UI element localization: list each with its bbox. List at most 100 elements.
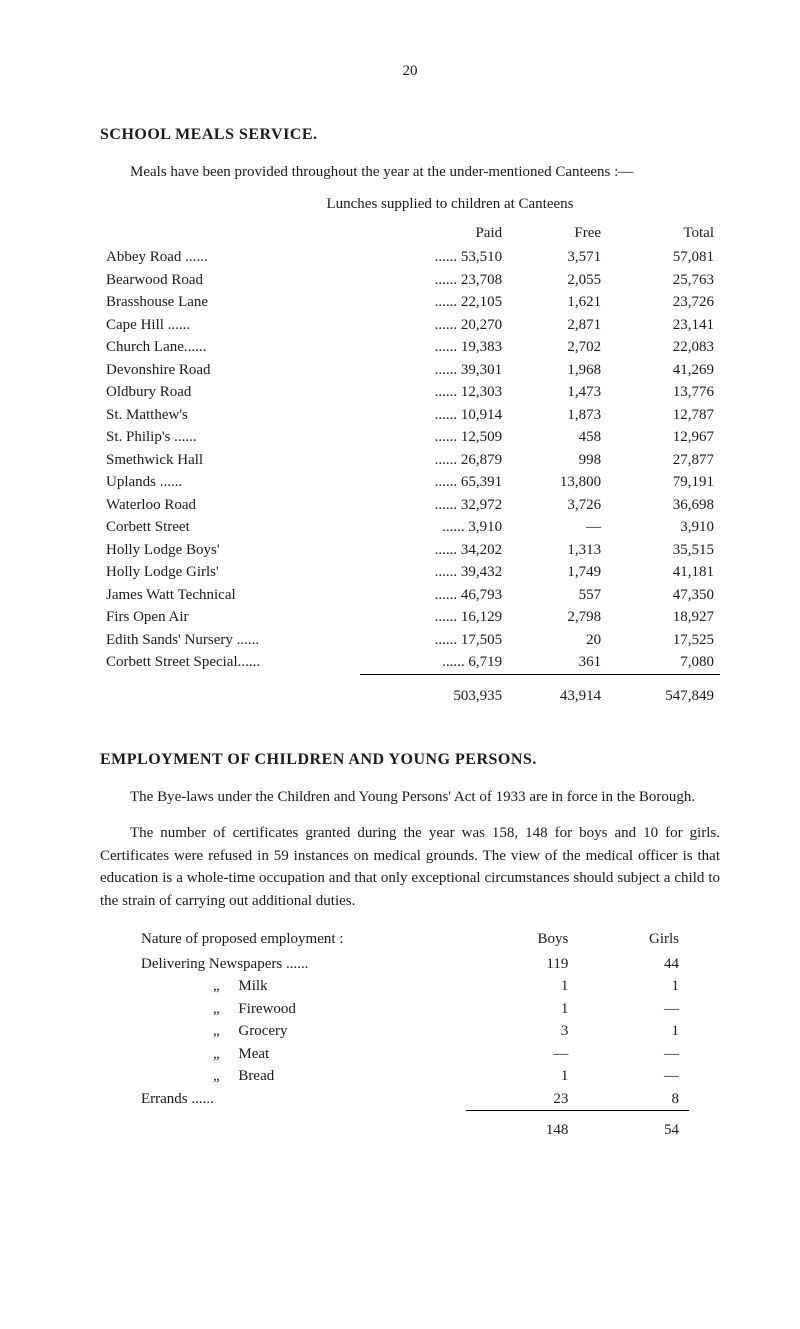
- employment-label: Errands ......: [131, 1088, 466, 1111]
- meals-total: 41,269: [607, 359, 720, 382]
- meals-paid: ...... 17,505: [360, 629, 508, 652]
- meals-free: 1,749: [508, 561, 607, 584]
- meals-paid: ...... 39,301: [360, 359, 508, 382]
- meals-paid: ...... 10,914: [360, 404, 508, 427]
- meals-site: Bearwood Road: [100, 269, 360, 292]
- employment-boys: 23: [466, 1088, 579, 1111]
- employment-totals-row: 14854: [131, 1113, 689, 1142]
- meals-site: Waterloo Road: [100, 494, 360, 517]
- meals-free: 2,871: [508, 314, 607, 337]
- employment-col-boys: Boys: [466, 926, 579, 953]
- employment-label: „ Milk: [131, 975, 466, 998]
- meals-row: Cape Hill ............ 20,2702,87123,141: [100, 314, 720, 337]
- meals-paid: ...... 23,708: [360, 269, 508, 292]
- meals-free: 1,473: [508, 381, 607, 404]
- meals-row: Corbett Street...... 3,910—3,910: [100, 516, 720, 539]
- meals-row: James Watt Technical...... 46,79355747,3…: [100, 584, 720, 607]
- meals-site: Uplands ......: [100, 471, 360, 494]
- employment-heading: EMPLOYMENT OF CHILDREN AND YOUNG PERSONS…: [100, 748, 720, 772]
- meals-row: Church Lane............ 19,3832,70222,08…: [100, 336, 720, 359]
- meals-free: —: [508, 516, 607, 539]
- employment-girls: —: [578, 998, 689, 1021]
- meals-total: 79,191: [607, 471, 720, 494]
- employment-nature-label: Nature of proposed employment :: [131, 926, 466, 953]
- meals-free: 1,968: [508, 359, 607, 382]
- employment-row: Errands ......238: [131, 1088, 689, 1111]
- meals-total: 36,698: [607, 494, 720, 517]
- meals-free: 998: [508, 449, 607, 472]
- meals-total: 17,525: [607, 629, 720, 652]
- meals-paid: ...... 12,509: [360, 426, 508, 449]
- meals-paid: ...... 39,432: [360, 561, 508, 584]
- meals-total: 7,080: [607, 651, 720, 674]
- meals-paid: ...... 19,383: [360, 336, 508, 359]
- employment-label: Delivering Newspapers ......: [131, 953, 466, 976]
- employment-boys: 1: [466, 1065, 579, 1088]
- meals-row: Corbett Street Special............ 6,719…: [100, 651, 720, 674]
- employment-total-boys: 148: [466, 1113, 579, 1142]
- meals-site: Corbett Street: [100, 516, 360, 539]
- meals-free: 557: [508, 584, 607, 607]
- meals-total: 47,350: [607, 584, 720, 607]
- meals-site: Holly Lodge Boys': [100, 539, 360, 562]
- employment-label: „ Bread: [131, 1065, 466, 1088]
- meals-paid: ...... 65,391: [360, 471, 508, 494]
- meals-site: Church Lane......: [100, 336, 360, 359]
- meals-site: Abbey Road ......: [100, 246, 360, 269]
- meals-row: Edith Sands' Nursery ............ 17,505…: [100, 629, 720, 652]
- meals-row: Abbey Road ............ 53,5103,57157,08…: [100, 246, 720, 269]
- meals-free: 361: [508, 651, 607, 674]
- employment-label: „ Meat: [131, 1043, 466, 1066]
- meals-paid: ...... 12,303: [360, 381, 508, 404]
- meals-heading: SCHOOL MEALS SERVICE.: [100, 123, 720, 147]
- meals-row: Firs Open Air...... 16,1292,79818,927: [100, 606, 720, 629]
- meals-free: 2,702: [508, 336, 607, 359]
- employment-label: „ Grocery: [131, 1020, 466, 1043]
- meals-free: 20: [508, 629, 607, 652]
- meals-paid: ...... 20,270: [360, 314, 508, 337]
- meals-free: 2,055: [508, 269, 607, 292]
- meals-site: Firs Open Air: [100, 606, 360, 629]
- employment-boys: —: [466, 1043, 579, 1066]
- meals-site: Smethwick Hall: [100, 449, 360, 472]
- meals-total-free: 43,914: [508, 677, 607, 708]
- meals-paid: ...... 46,793: [360, 584, 508, 607]
- meals-totals-row: 503,93543,914547,849: [100, 677, 720, 708]
- meals-row: Waterloo Road...... 32,9723,72636,698: [100, 494, 720, 517]
- meals-row: Uplands ............ 65,39113,80079,191: [100, 471, 720, 494]
- meals-total: 35,515: [607, 539, 720, 562]
- meals-free: 2,798: [508, 606, 607, 629]
- meals-paid: ...... 3,910: [360, 516, 508, 539]
- meals-col-free: Free: [508, 220, 607, 247]
- meals-total: 12,787: [607, 404, 720, 427]
- meals-row: Brasshouse Lane...... 22,1051,62123,726: [100, 291, 720, 314]
- meals-col-paid: Paid: [360, 220, 508, 247]
- meals-free: 458: [508, 426, 607, 449]
- meals-free: 1,873: [508, 404, 607, 427]
- meals-col-total: Total: [607, 220, 720, 247]
- employment-girls: 1: [578, 975, 689, 998]
- meals-row: Holly Lodge Boys'...... 34,2021,31335,51…: [100, 539, 720, 562]
- employment-para-1: The Bye-laws under the Children and Youn…: [100, 786, 720, 809]
- meals-total-total: 547,849: [607, 677, 720, 708]
- employment-col-girls: Girls: [578, 926, 689, 953]
- meals-row: Bearwood Road...... 23,7082,05525,763: [100, 269, 720, 292]
- meals-free: 3,726: [508, 494, 607, 517]
- meals-paid: ...... 34,202: [360, 539, 508, 562]
- page-number: 20: [100, 60, 720, 83]
- meals-paid: ...... 22,105: [360, 291, 508, 314]
- employment-header-row: Nature of proposed employment : Boys Gir…: [131, 926, 689, 953]
- meals-site: Edith Sands' Nursery ......: [100, 629, 360, 652]
- employment-boys: 119: [466, 953, 579, 976]
- meals-site: St. Matthew's: [100, 404, 360, 427]
- meals-site: Cape Hill ......: [100, 314, 360, 337]
- meals-col-site: [100, 220, 360, 247]
- meals-total: 57,081: [607, 246, 720, 269]
- meals-total-paid: 503,935: [360, 677, 508, 708]
- meals-row: Smethwick Hall...... 26,87999827,877: [100, 449, 720, 472]
- employment-girls: 8: [578, 1088, 689, 1111]
- meals-intro: Meals have been provided throughout the …: [100, 161, 720, 184]
- meals-table: Paid Free Total Abbey Road ............ …: [100, 220, 720, 708]
- employment-para-2: The number of certificates granted durin…: [100, 822, 720, 912]
- meals-site: Holly Lodge Girls': [100, 561, 360, 584]
